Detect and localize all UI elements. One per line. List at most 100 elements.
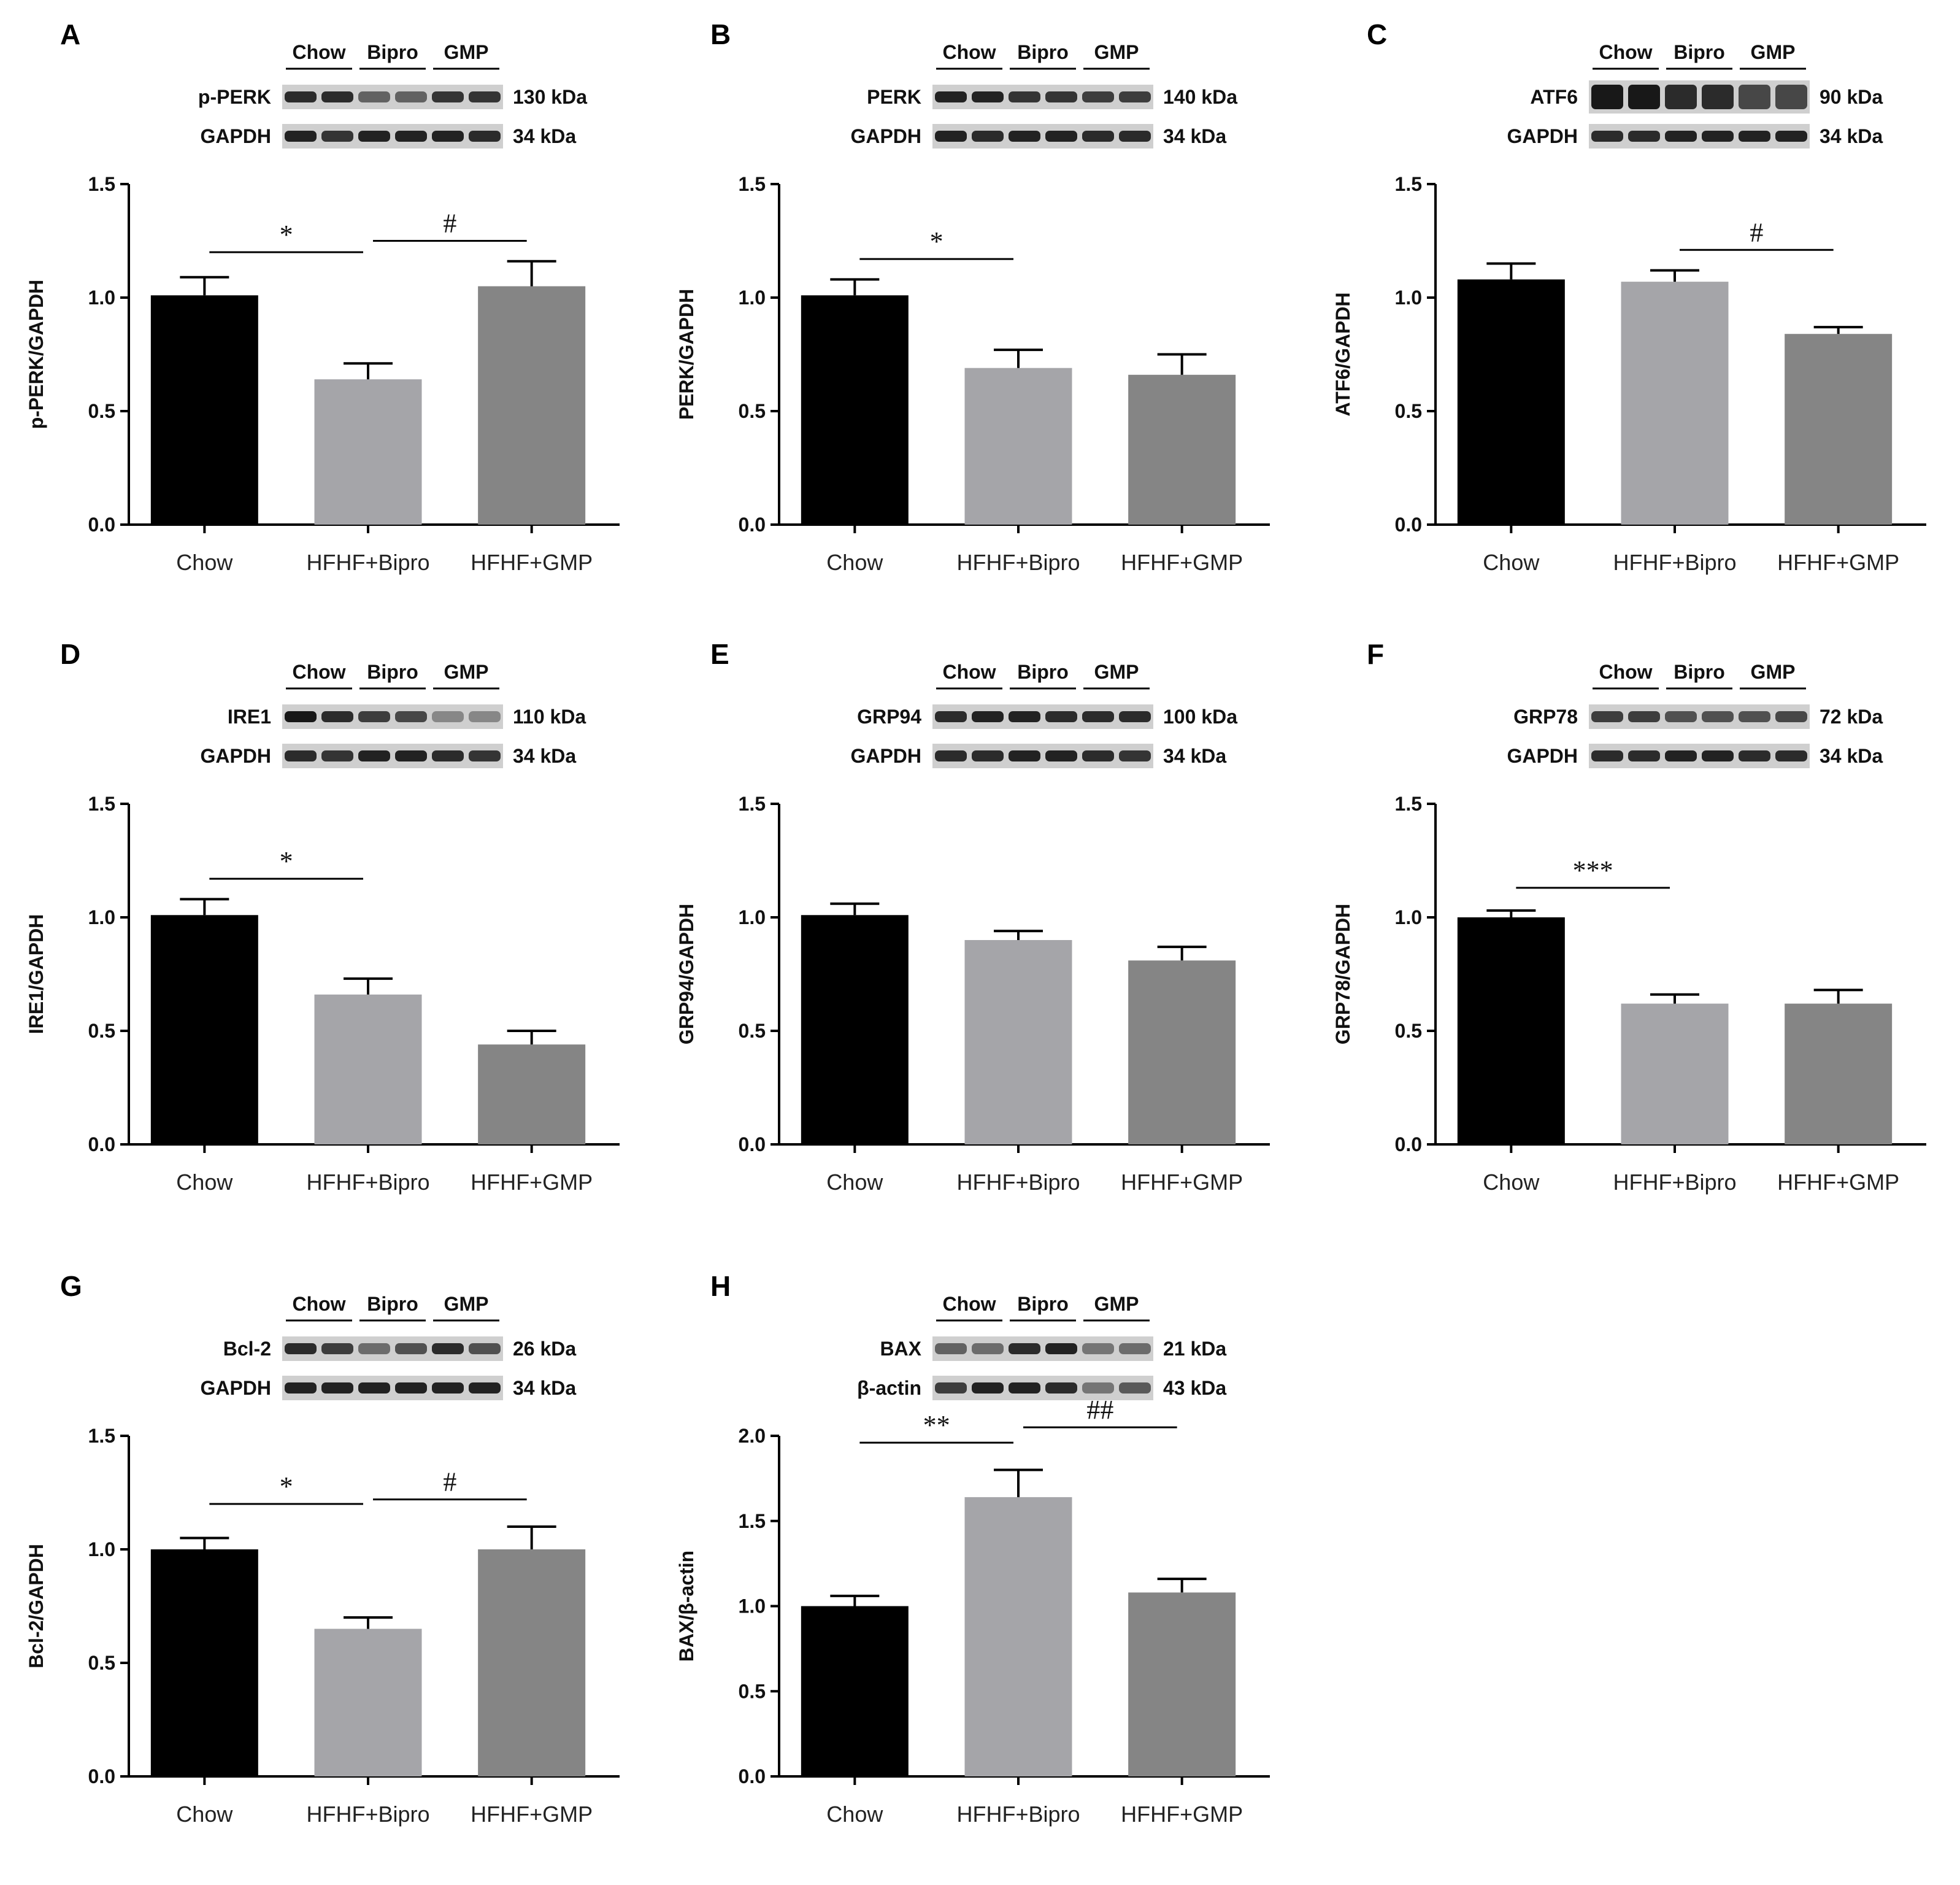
x-category-label: HFHF+GMP	[471, 1802, 593, 1827]
y-tick-label: 0.0	[739, 1765, 766, 1787]
blot-protein-label: β-actin	[857, 1377, 921, 1399]
panel-c: C Chow Bipro GMP ATF6 90 kDa GAPDH 34 kDa 0.0 0.5…	[1313, 0, 1957, 614]
blot-group-label: Bipro	[1674, 41, 1725, 63]
x-category-label: HFHF+Bipro	[1613, 550, 1736, 575]
blot-band	[358, 91, 390, 102]
blot-band	[358, 750, 390, 761]
blot-band	[1082, 711, 1114, 722]
western-blot: Chow Bipro GMP Bcl-2 26 kDa GAPDH 34 kDa	[200, 1293, 576, 1400]
blot-band	[432, 711, 464, 722]
blot-band	[972, 750, 1004, 761]
panel-a: A Chow Bipro GMP p-PERK 130 kDa GAPDH 34 kDa 0.0…	[6, 0, 650, 614]
blot-band	[1665, 711, 1697, 722]
panel-e: E Chow Bipro GMP GRP94 100 kDa GAPDH 34 kDa 0.0 0…	[656, 620, 1301, 1233]
y-axis-label: GRP94/GAPDH	[675, 904, 698, 1044]
blot-band	[285, 1343, 317, 1354]
blot-band	[972, 91, 1004, 102]
blot-band	[432, 131, 464, 142]
blot-band	[321, 711, 353, 722]
blot-band	[1119, 750, 1151, 761]
panel-label: C	[1367, 18, 1387, 50]
bar-chart: 0.0 0.5 1.0 1.5 PERK/GAPDH Chow HFHF+Bipro HFHF…	[675, 173, 1270, 575]
blot-protein-label: p-PERK	[198, 86, 271, 108]
y-tick-label: 0.0	[88, 514, 115, 536]
blot-strip	[282, 704, 503, 729]
bar	[1621, 1003, 1729, 1144]
blot-band	[1591, 750, 1623, 761]
blot-band	[395, 131, 427, 142]
panel-d: D Chow Bipro GMP IRE1 110 kDa GAPDH 34 kDa 0.0 0.…	[6, 620, 650, 1233]
blot-band	[469, 750, 501, 761]
y-tick-label: 2.0	[739, 1425, 766, 1447]
blot-band	[469, 1343, 501, 1354]
blot-band	[1009, 91, 1040, 102]
blot-band	[1082, 91, 1114, 102]
x-category-label: HFHF+Bipro	[1613, 1170, 1736, 1195]
significance-marker: *	[280, 220, 293, 250]
blot-protein-label: ATF6	[1530, 86, 1578, 108]
panel-f: F Chow Bipro GMP GRP78 72 kDa GAPDH 34 kDa 0.0 0.…	[1313, 620, 1957, 1233]
panel-label: F	[1367, 638, 1384, 670]
blot-group-label: Chow	[942, 41, 996, 63]
significance-marker: *	[280, 846, 293, 876]
blot-group-label: GMP	[1751, 41, 1796, 63]
blot-band	[1009, 750, 1040, 761]
blot-size-label: 43 kDa	[1163, 1377, 1226, 1399]
blot-band	[1119, 91, 1151, 102]
y-axis-label: p-PERK/GAPDH	[25, 280, 47, 430]
y-tick-label: 0.5	[739, 1020, 766, 1042]
blot-protein-label: Bcl-2	[223, 1338, 271, 1360]
bar	[314, 1629, 422, 1776]
y-tick-label: 1.5	[88, 793, 115, 815]
blot-band	[1702, 750, 1734, 761]
panel-label: G	[60, 1270, 82, 1302]
blot-group-label: GMP	[1094, 1293, 1139, 1315]
blot-band	[1591, 131, 1623, 142]
bar	[478, 1044, 586, 1144]
y-tick-label: 1.0	[739, 906, 766, 928]
blot-band	[1009, 131, 1040, 142]
blot-band	[285, 131, 317, 142]
blot-group-label: GMP	[1751, 661, 1796, 683]
y-tick-label: 1.0	[88, 1538, 115, 1560]
panel-g: G Chow Bipro GMP Bcl-2 26 kDa GAPDH 34 kDa 0.0 0.…	[6, 1252, 650, 1865]
blot-band	[358, 711, 390, 722]
x-category-label: Chow	[826, 1170, 883, 1195]
y-tick-label: 0.0	[1395, 1133, 1422, 1155]
y-tick-label: 1.5	[88, 1425, 115, 1447]
blot-band	[935, 750, 967, 761]
blot-group-label: Bipro	[1017, 41, 1069, 63]
x-category-label: HFHF+GMP	[1777, 1170, 1899, 1195]
blot-band	[1702, 85, 1734, 109]
blot-band	[321, 1382, 353, 1394]
blot-band	[1739, 131, 1770, 142]
blot-band	[1591, 711, 1623, 722]
blot-band	[395, 1382, 427, 1394]
blot-size-label: 130 kDa	[513, 86, 587, 108]
blot-band	[1702, 131, 1734, 142]
significance-marker: ##	[1086, 1395, 1113, 1425]
blot-strip	[1589, 80, 1810, 114]
blot-protein-label: GAPDH	[200, 745, 271, 767]
y-tick-label: 0.5	[88, 1652, 115, 1674]
bar	[964, 940, 1072, 1144]
blot-band	[1702, 711, 1734, 722]
blot-strip	[282, 1336, 503, 1361]
blot-band	[321, 750, 353, 761]
bar	[801, 295, 909, 525]
y-tick-label: 0.5	[739, 400, 766, 422]
blot-strip	[932, 1376, 1153, 1400]
bar	[1128, 374, 1236, 525]
blot-band	[358, 1382, 390, 1394]
blot-strip	[1589, 124, 1810, 148]
y-axis-label: IRE1/GAPDH	[25, 914, 47, 1035]
x-category-label: Chow	[176, 1170, 233, 1195]
y-axis-label: Bcl-2/GAPDH	[25, 1544, 47, 1668]
blot-strip	[282, 85, 503, 109]
panel-svg: C Chow Bipro GMP ATF6 90 kDa GAPDH 34 kDa 0.0 0.5…	[1332, 18, 1926, 575]
blot-band	[1628, 85, 1660, 109]
significance-marker: #	[443, 1467, 456, 1497]
x-category-label: HFHF+GMP	[1777, 550, 1899, 575]
bar	[801, 915, 909, 1144]
